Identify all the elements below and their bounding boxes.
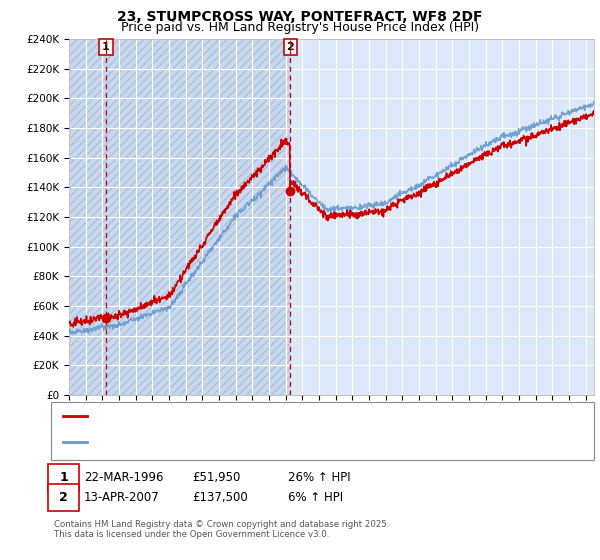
Text: Price paid vs. HM Land Registry's House Price Index (HPI): Price paid vs. HM Land Registry's House … [121, 21, 479, 34]
Text: 23, STUMPCROSS WAY, PONTEFRACT, WF8 2DF: 23, STUMPCROSS WAY, PONTEFRACT, WF8 2DF [117, 10, 483, 24]
Bar [106, 39, 290, 395]
Text: 23, STUMPCROSS WAY, PONTEFRACT, WF8 2DF (semi-detached house): 23, STUMPCROSS WAY, PONTEFRACT, WF8 2DF … [90, 410, 485, 421]
Text: £137,500: £137,500 [192, 491, 248, 504]
Text: HPI: Average price, semi-detached house, Wakefield: HPI: Average price, semi-detached house,… [90, 437, 382, 447]
Text: 1: 1 [102, 42, 110, 52]
Text: 1: 1 [59, 470, 68, 484]
Text: Contains HM Land Registry data © Crown copyright and database right 2025.
This d: Contains HM Land Registry data © Crown c… [54, 520, 389, 539]
Text: 6% ↑ HPI: 6% ↑ HPI [288, 491, 343, 504]
Text: 26% ↑ HPI: 26% ↑ HPI [288, 470, 350, 484]
Bar [69, 39, 106, 395]
Text: 2: 2 [59, 491, 68, 504]
Text: 22-MAR-1996: 22-MAR-1996 [84, 470, 163, 484]
Text: £51,950: £51,950 [192, 470, 241, 484]
Text: 2: 2 [286, 42, 294, 52]
Text: 13-APR-2007: 13-APR-2007 [84, 491, 160, 504]
